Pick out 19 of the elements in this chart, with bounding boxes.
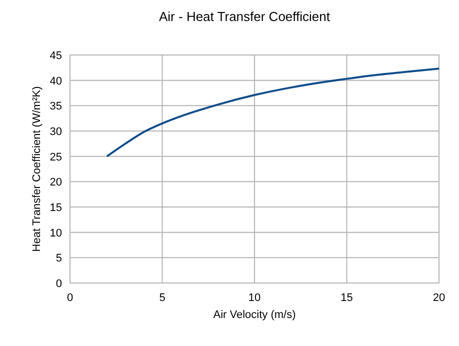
y-tick-label: 45	[50, 50, 62, 62]
y-tick-label: 15	[50, 202, 62, 214]
x-axis-title: Air Velocity (m/s)	[213, 309, 296, 321]
x-tick-label: 0	[66, 292, 74, 304]
chart-title: Air - Heat Transfer Coefficient	[159, 9, 330, 24]
y-tick-label: 20	[50, 176, 62, 189]
x-tick-label: 20	[432, 292, 446, 304]
y-tick-label: 5	[56, 252, 62, 265]
x-tick-label: 15	[340, 292, 353, 304]
y-tick-label: 30	[50, 126, 62, 138]
line-series	[106, 68, 440, 158]
y-tick-label: 25	[50, 151, 62, 164]
y-tick-label: 0	[56, 278, 62, 290]
y-tick-label: 10	[50, 227, 62, 240]
y-axis-title: Heat Transfer Coefficient (W/m²K)	[31, 86, 43, 252]
x-tick-label: 5	[159, 292, 166, 304]
x-tick-label: 10	[248, 292, 261, 304]
y-tick-label: 35	[50, 100, 62, 113]
y-tick-label: 40	[50, 75, 62, 88]
